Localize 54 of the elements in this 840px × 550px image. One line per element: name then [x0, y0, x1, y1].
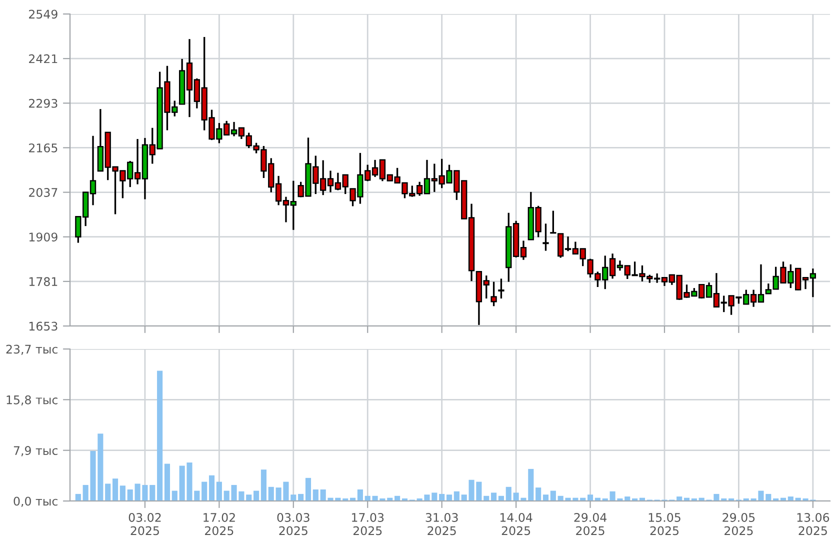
bar — [298, 494, 304, 501]
x-tick-label: 17.03 2025 — [352, 513, 384, 536]
bar — [150, 484, 156, 501]
x-tick-label: 17.02 2025 — [204, 513, 235, 536]
bar — [112, 478, 118, 501]
x-tick-label: 03.03 2025 — [277, 513, 310, 536]
bar — [357, 489, 363, 501]
bar — [587, 494, 594, 501]
x-tick-label: 31.03 2025 — [426, 513, 458, 536]
bar — [268, 486, 274, 501]
x-tick-label: 14.04 2025 — [500, 513, 532, 536]
bar — [172, 490, 178, 501]
bar — [491, 492, 497, 501]
bar — [536, 488, 542, 501]
bar — [164, 464, 170, 501]
bar — [550, 490, 556, 501]
bar — [127, 489, 133, 501]
y-tick-label: 1653 — [29, 322, 58, 331]
y-tick-label: 2293 — [29, 98, 58, 108]
y-tick-label: 2165 — [29, 143, 58, 152]
bar — [202, 482, 208, 501]
x-tick-label: 03.02 2025 — [128, 513, 161, 536]
candlestick — [490, 280, 497, 307]
y-tick-label: 23,7 тыс — [6, 344, 58, 355]
x-tick-label: 15.05 2025 — [648, 513, 680, 536]
y-tick-label: 2037 — [29, 188, 58, 197]
bar — [216, 482, 222, 501]
bar — [305, 478, 312, 501]
y-tick-label: 2421 — [29, 54, 58, 64]
y-tick-label: 2549 — [29, 10, 58, 19]
bar — [446, 494, 452, 501]
bar — [208, 475, 215, 501]
y-tick-label: 1781 — [29, 277, 58, 286]
y-tick-label: 7,9 тыс — [14, 446, 58, 456]
bar — [506, 486, 512, 501]
bar — [312, 489, 318, 501]
x-tick-label: 13.06 2025 — [797, 513, 830, 536]
x-tick-label: 29.04 2025 — [574, 513, 607, 536]
candlestick — [542, 222, 549, 252]
bar — [439, 494, 445, 501]
y-tick-label: 0,0 тыс — [14, 496, 58, 507]
bar — [105, 484, 111, 501]
y-tick-label: 1909 — [29, 232, 58, 242]
bar — [120, 486, 126, 501]
y-tick-label: 15,8 тыс — [6, 395, 58, 406]
bar — [75, 494, 81, 501]
bar — [254, 490, 260, 501]
candlestick — [498, 278, 504, 300]
bar — [246, 494, 252, 501]
bar — [260, 470, 266, 501]
bar — [542, 494, 549, 501]
x-tick-label: 29.05 2025 — [722, 513, 755, 536]
bar — [157, 370, 163, 501]
bar — [454, 491, 460, 501]
